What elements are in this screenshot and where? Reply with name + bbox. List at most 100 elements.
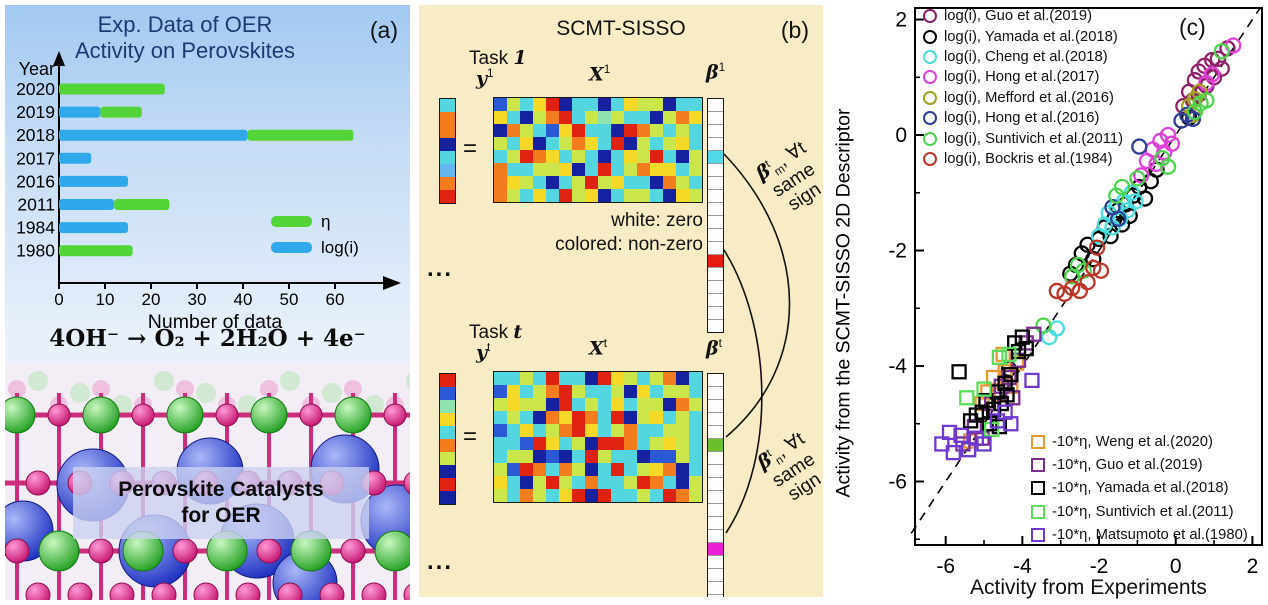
matrix-cell [650,372,663,385]
matrix-cell [520,124,533,137]
square-marker-icon [1031,528,1045,543]
matrix-cell [663,137,676,150]
y1-vector [439,98,456,204]
legend-item: log(i), Guo et al.(2019) [923,6,1123,26]
matrix-cell [650,150,663,163]
matrix-cell [676,476,689,489]
matrix-cell [507,385,520,398]
x-tick-label: 60 [326,290,345,309]
matrix-cell [440,99,455,112]
matrix-cell [611,111,624,124]
bar-segment-η [59,83,165,95]
legend-item: log(i), Hong et al.(2016) [923,108,1123,128]
matrix-cell [546,385,559,398]
data-point-circle [1113,178,1131,196]
green-atom [5,396,36,434]
matrix-cell [559,189,572,202]
matrix-cell [559,424,572,437]
matrix-cell [494,98,507,111]
matrix-cell [611,189,624,202]
matrix-cell [611,385,624,398]
matrix-cell [440,151,455,164]
matrix-cell [650,176,663,189]
matrix-cell [689,150,702,163]
matrix-cell [572,398,585,411]
matrix-cell [507,424,520,437]
y-tick-label: -2 [888,240,907,263]
matrix-cell [572,424,585,437]
beta-cell-w [708,503,723,516]
green-atom [250,396,288,434]
x-tick-label: 20 [142,290,161,309]
matrix-cell [611,437,624,450]
matrix-cell [624,476,637,489]
year-label: 2019 [16,102,55,122]
matrix-cell [585,476,598,489]
matrix-cell [559,489,572,502]
matrix-cell [533,111,546,124]
matrix-cell [624,163,637,176]
matrix-cell [533,163,546,176]
matrix-cell [663,398,676,411]
matrix-cell [546,398,559,411]
year-label: 1984 [16,218,55,238]
matrix-cell [624,124,637,137]
data-point-circle [1131,138,1148,155]
legend-item: log(i), Suntivich et al.(2011) [923,128,1123,148]
matrix-cell [559,398,572,411]
beta-cell-w [708,319,723,332]
year-label: 1980 [16,241,55,261]
legend-entry-label: log(i), Yamada et al.(2018) [944,28,1118,45]
legend-entry-label: log(i), Guo et al.(2019) [944,8,1093,25]
legend-item: -10*η, Yamada et al.(2018) [1031,477,1248,500]
matrix-cell [440,387,455,400]
data-point-square [976,436,992,452]
beta-cell-w [708,386,723,399]
matrix-cell [650,437,663,450]
annotation-beta-n: βtn, ∀t same sign [753,428,823,506]
perovskite-caption: Perovskite Catalysts for OER [73,467,369,539]
bar-segment-log(i) [59,129,248,141]
beta-cell-w [708,99,723,111]
matrix-cell [598,398,611,411]
green-atom [334,396,372,434]
x-tick-label: -2 [1090,555,1109,578]
matrix-cell [624,98,637,111]
legend-item: -10*η, Weng et al.(2020) [1031,430,1248,453]
legend-item: log(i), Bockris et al.(1984) [923,149,1123,169]
matrix-cell [559,98,572,111]
matrix-cell [494,450,507,463]
matrix-cell [533,437,546,450]
matrix-cell [440,374,455,387]
bar-segment-η [114,199,170,210]
matrix-cell [572,176,585,189]
circle-marker-icon [923,29,937,44]
matrix-cell [520,163,533,176]
matrix-cell [494,463,507,476]
x-tick-label: 50 [280,290,299,309]
matrix-cell [494,176,507,189]
matrix-cell [663,98,676,111]
matrix-cell [598,372,611,385]
matrix-cell [546,150,559,163]
matrix-cell [559,437,572,450]
legend-entry-label: log(i), Mefford et al.(2016) [944,89,1114,106]
matrix-cell [663,163,676,176]
matrix-cell [598,437,611,450]
legend-entry-label: log(i), Cheng et al.(2018) [944,48,1108,65]
matrix-cell [494,489,507,502]
matrix-cell [650,476,663,489]
data-point-circle [1110,210,1127,227]
matrix-cell [440,177,455,190]
matrix-cell [676,437,689,450]
matrix-cell [546,463,559,476]
magenta-atom [340,538,366,564]
matrix-cell [507,124,520,137]
bar-chart: Year 0 10 20 30 40 50 60 Number of data 2020 2019 2… [16,51,401,333]
matrix-cell [598,124,611,137]
yt-vector [439,373,456,505]
matrix-cell [533,176,546,189]
bar-segment-log(i) [59,152,92,164]
matrix-cell [546,111,559,124]
legend-swatch [271,242,312,253]
